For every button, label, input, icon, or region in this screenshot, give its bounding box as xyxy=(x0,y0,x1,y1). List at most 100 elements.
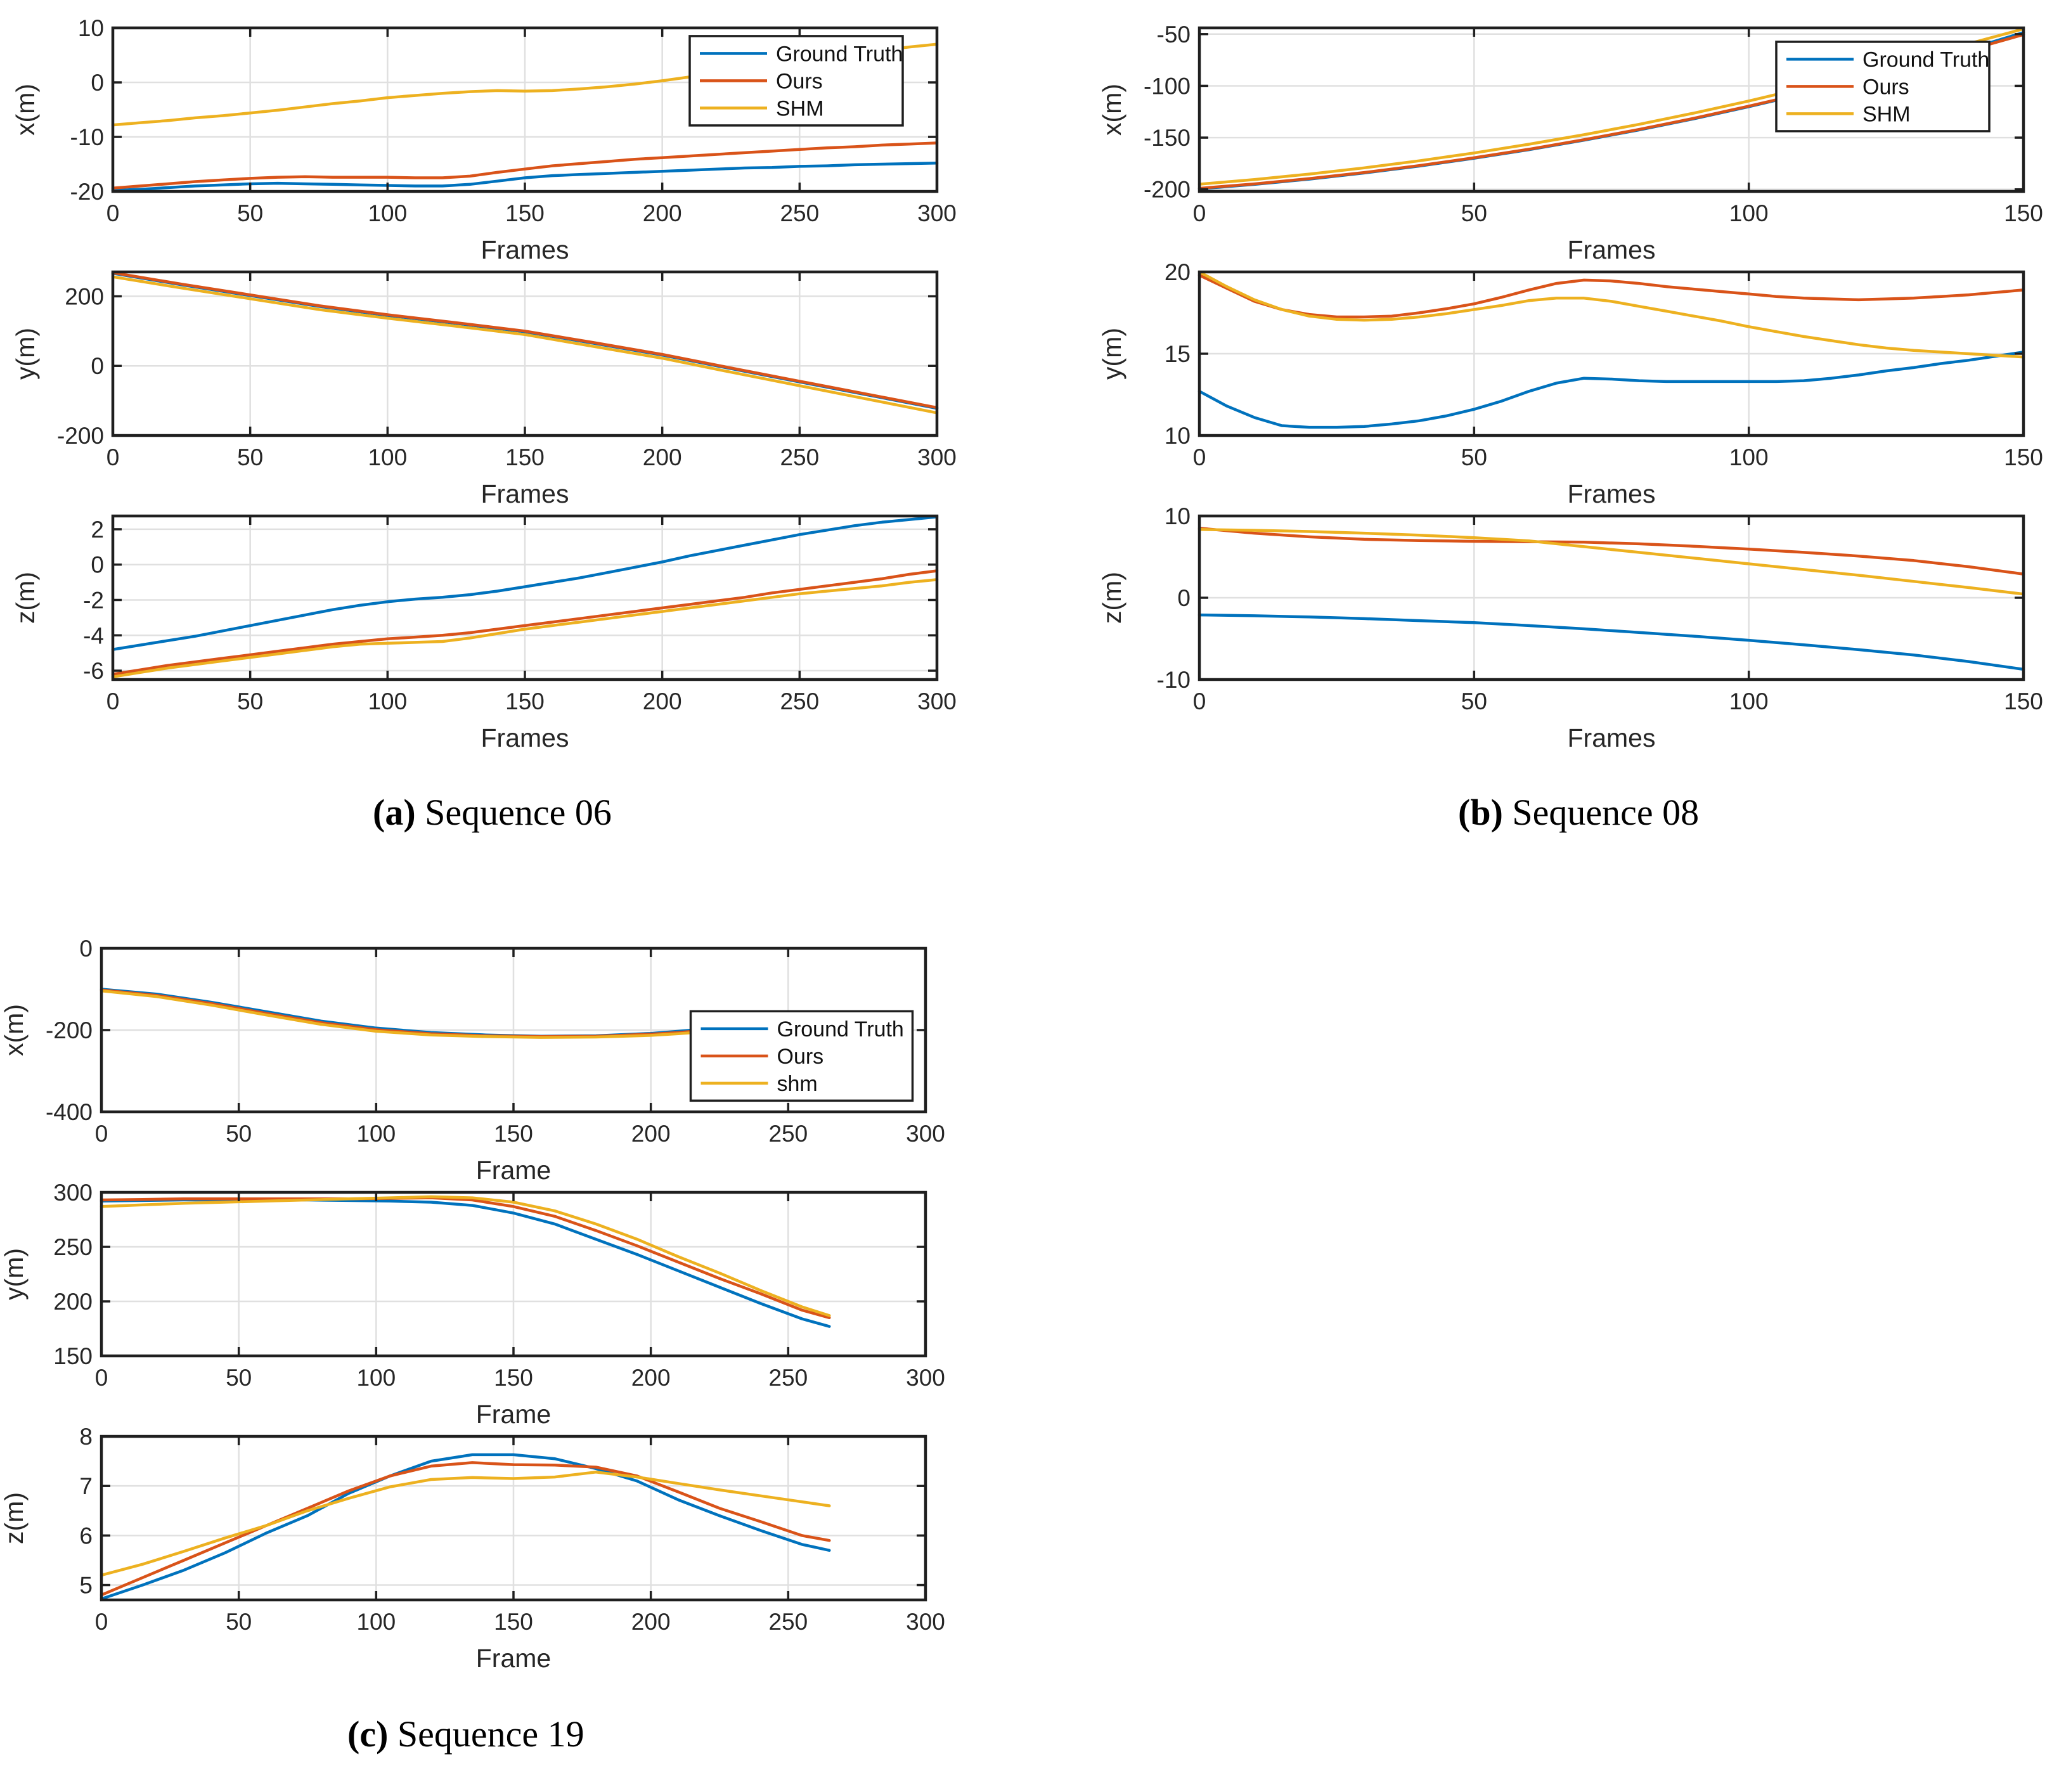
x-tick-label: 300 xyxy=(906,1609,945,1635)
seq19-x-chart: 0 50 100 150 200 250 300 0 -200 -400 x(m) Frame Grou… xyxy=(0,937,945,1184)
legend-label: Ours xyxy=(1862,75,1909,99)
x-tick-label: 100 xyxy=(1729,444,1769,470)
seq06-y-subplot: 0 50 100 150 200 250 300 200 0 -200 y(m) Frames xyxy=(5,261,994,508)
series-shm xyxy=(111,578,939,679)
y-tick-label: 5 xyxy=(79,1573,93,1599)
x-tick-label: 50 xyxy=(1461,688,1487,714)
seq06-x-subplot: 0 50 100 150 200 250 300 10 0 -10 -20 x(m) Frames Gro… xyxy=(5,16,994,264)
seq08-z-subplot: 0 50 100 150 10 0 -10 z(m) Frames xyxy=(1092,505,2059,752)
x-tick-label: 200 xyxy=(643,444,682,470)
y-tick-label: 0 xyxy=(91,353,104,379)
x-tick-label: 150 xyxy=(494,1121,533,1147)
x-tick-label: 200 xyxy=(643,200,682,226)
x-tick-label: 200 xyxy=(643,688,682,714)
x-tick-label: 250 xyxy=(780,200,819,226)
y-tick-label: -2 xyxy=(83,587,104,613)
y-tick-label: -6 xyxy=(83,658,104,684)
y-tick-label: -200 xyxy=(1144,177,1191,203)
series-shm xyxy=(111,275,939,415)
x-axis-label: Frames xyxy=(481,235,569,264)
legend-label: Ground Truth xyxy=(777,1017,904,1041)
y-axis-label: x(m) xyxy=(1097,84,1126,136)
axes-box xyxy=(1197,26,2025,193)
x-axis-label: Frame xyxy=(476,1644,551,1672)
seq19-x-subplot: 0 50 100 150 200 250 300 0 -200 -400 x(m) Frame Grou… xyxy=(0,937,983,1184)
y-axis-label: x(m) xyxy=(11,84,40,136)
x-tick-label: 50 xyxy=(226,1365,252,1391)
x-tick-label: 200 xyxy=(631,1121,671,1147)
x-tick-label: 150 xyxy=(494,1365,533,1391)
caption-b-open: ( xyxy=(1458,792,1471,833)
legend-label: Ours xyxy=(776,69,823,93)
legend: Ground Truth Ours SHM xyxy=(688,35,904,127)
y-tick-label: 150 xyxy=(53,1343,93,1369)
y-tick-label: 0 xyxy=(1177,585,1191,611)
y-tick-label: -50 xyxy=(1157,22,1191,48)
panel-sequence-06: 0 50 100 150 200 250 300 10 0 -10 -20 x(m) Frames Gro… xyxy=(5,16,994,761)
y-axis-label: y(m) xyxy=(11,328,40,380)
caption-a-title: Sequence 06 xyxy=(415,792,612,833)
series-ground-truth xyxy=(100,988,713,1038)
caption-c-close: ) xyxy=(376,1713,389,1755)
seq06-z-chart: 0 50 100 150 200 250 300 2 0 -2 -4 -6 z(m) Frames xyxy=(11,514,957,752)
caption-c-title: Sequence 19 xyxy=(388,1713,584,1755)
x-tick-label: 150 xyxy=(2004,200,2043,226)
y-axis-label: y(m) xyxy=(0,1248,29,1300)
panel-sequence-08: 0 50 100 150 -50 -100 -150 -200 x(m) Frames Ground… xyxy=(1092,16,2059,761)
x-tick-label: 50 xyxy=(1461,444,1487,470)
y-axis-label: z(m) xyxy=(0,1492,29,1544)
x-tick-label: 150 xyxy=(505,444,545,470)
legend: Ground Truth Ours shm xyxy=(689,1010,914,1102)
x-tick-label: 300 xyxy=(917,688,957,714)
caption-b-title: Sequence 08 xyxy=(1502,792,1700,833)
x-tick-label: 50 xyxy=(226,1121,252,1147)
x-tick-label: 100 xyxy=(368,688,407,714)
x-tick-label: 0 xyxy=(106,200,120,226)
y-tick-label: 8 xyxy=(79,1425,93,1450)
x-tick-label: 250 xyxy=(780,444,819,470)
x-tick-label: 100 xyxy=(356,1365,396,1391)
seq08-x-subplot: 0 50 100 150 -50 -100 -150 -200 x(m) Frames Ground… xyxy=(1092,16,2059,264)
y-axis-label: y(m) xyxy=(1097,328,1126,380)
series-ground-truth xyxy=(1197,351,2025,429)
y-tick-label: 15 xyxy=(1165,341,1191,367)
series-ours xyxy=(111,271,939,409)
x-tick-label: 0 xyxy=(1193,688,1206,714)
y-tick-label: 10 xyxy=(1165,423,1191,449)
x-tick-label: 300 xyxy=(906,1121,945,1147)
x-axis-label: Frames xyxy=(481,723,569,752)
series-shm xyxy=(1197,270,2025,359)
x-tick-label: 150 xyxy=(494,1609,533,1635)
legend-box xyxy=(689,1010,914,1102)
y-tick-label: 250 xyxy=(53,1234,93,1260)
y-tick-label: 2 xyxy=(91,517,104,543)
y-axis-label: z(m) xyxy=(11,572,40,624)
x-axis-label: Frames xyxy=(1568,479,1656,508)
x-tick-label: 200 xyxy=(631,1365,671,1391)
x-tick-label: 300 xyxy=(906,1365,945,1391)
caption-a-open: ( xyxy=(373,792,385,833)
series-ours xyxy=(100,1196,831,1320)
x-tick-label: 0 xyxy=(1193,444,1206,470)
series-ours xyxy=(1197,273,2025,319)
x-tick-label: 50 xyxy=(1461,200,1487,226)
caption-b-close: ) xyxy=(1490,792,1503,833)
x-tick-label: 0 xyxy=(95,1365,108,1391)
legend-label: Ground Truth xyxy=(776,42,903,66)
y-tick-label: 0 xyxy=(91,70,104,96)
caption-sequence-06: (a) Sequence 06 xyxy=(373,791,612,834)
x-tick-label: 300 xyxy=(917,444,957,470)
y-axis-label: z(m) xyxy=(1097,572,1126,624)
legend-label: Ground Truth xyxy=(1862,48,1989,72)
y-tick-label: 300 xyxy=(53,1181,93,1206)
caption-a-close: ) xyxy=(403,792,416,833)
x-tick-label: 0 xyxy=(95,1121,108,1147)
legend-label: Ours xyxy=(777,1045,824,1069)
series-ours xyxy=(1197,527,2025,576)
x-axis-label: Frame xyxy=(476,1156,551,1184)
y-tick-label: -200 xyxy=(46,1017,93,1043)
y-axis-label: x(m) xyxy=(0,1004,29,1056)
y-tick-label: 0 xyxy=(79,937,93,962)
